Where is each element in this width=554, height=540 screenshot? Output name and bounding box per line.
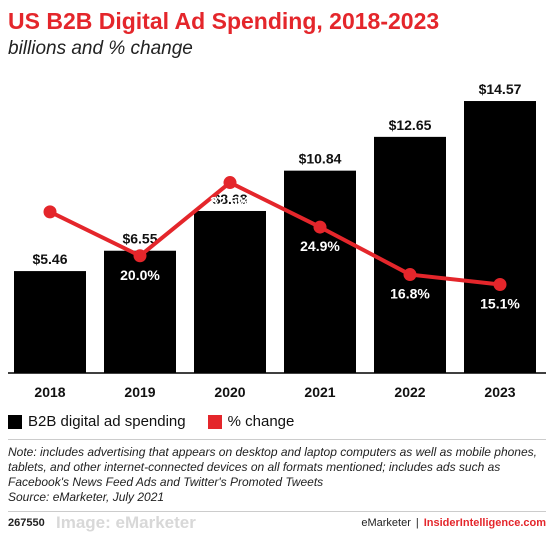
legend-label-bars: B2B digital ad spending: [28, 413, 186, 430]
x-tick-label-2018: 2018: [34, 384, 65, 400]
brand-insider-intelligence: InsiderIntelligence.com: [423, 517, 546, 529]
x-tick-label-2020: 2020: [214, 384, 245, 400]
line-value-label-2021: 24.9%: [300, 238, 340, 254]
line-value-label-2019: 20.0%: [120, 267, 160, 283]
watermark: Image: eMarketer: [56, 513, 196, 532]
note-text: Note: includes advertising that appears …: [8, 445, 537, 489]
chart-subtitle: billions and % change: [8, 38, 193, 59]
line-point-2019: [133, 249, 147, 263]
brand-separator: |: [415, 517, 419, 529]
line-point-2022: [403, 268, 417, 282]
bar-2018: [14, 271, 86, 373]
divider-top: [8, 439, 546, 440]
line-value-label-2023: 15.1%: [480, 296, 520, 312]
bar-value-label-2022: $12.65: [389, 117, 432, 133]
legend-swatch-bars: [8, 414, 22, 429]
bar-2019: [104, 250, 176, 373]
bar-value-label-2018: $5.46: [32, 251, 67, 267]
line-point-2018: [43, 205, 57, 219]
chart-area: $5.46 2018 $6.55 2019 $8.68 2020 $10.84 2021 $12…: [8, 81, 546, 400]
line-point-2020: [223, 176, 237, 190]
x-tick-label-2021: 2021: [304, 384, 335, 400]
bar-2022: [374, 136, 446, 373]
legend-swatch-line: [207, 414, 222, 429]
line-point-2021: [313, 220, 327, 234]
chart-title: US B2B Digital Ad Spending, 2018-2023: [8, 8, 440, 34]
source-text: Source: eMarketer, July 2021: [8, 490, 165, 504]
x-tick-label-2023: 2023: [484, 384, 515, 400]
legend: B2B digital ad spending % change: [8, 413, 316, 430]
line-point-2023: [493, 278, 507, 292]
legend-item-line: % change: [207, 413, 295, 430]
legend-item-bars: B2B digital ad spending: [8, 413, 186, 430]
bar-2023: [464, 101, 536, 373]
line-value-label-2018: 27.5%: [30, 223, 70, 239]
line-value-label-2022: 16.8%: [390, 286, 430, 302]
bar-value-label-2021: $10.84: [299, 151, 342, 167]
x-tick-label-2019: 2019: [124, 384, 155, 400]
line-series-pct-change: [49, 180, 501, 287]
bar-value-label-2023: $14.57: [479, 81, 522, 97]
brand-emarketer: eMarketer: [361, 517, 411, 529]
bar-2020: [194, 210, 266, 373]
line-value-label-2020: 32.5%: [210, 194, 250, 210]
legend-label-line: % change: [227, 413, 295, 430]
note: Note: includes advertising that appears …: [8, 445, 546, 505]
bar-2021: [284, 170, 356, 373]
bar-value-label-2020: $8.68: [212, 191, 247, 207]
divider-bottom: [8, 511, 546, 512]
x-tick-label-2022: 2022: [394, 384, 425, 400]
bar-value-label-2019: $6.55: [122, 231, 157, 247]
chart-id: 267550: [8, 517, 45, 529]
footer-brand: eMarketer | InsiderIntelligence.com: [361, 517, 546, 529]
